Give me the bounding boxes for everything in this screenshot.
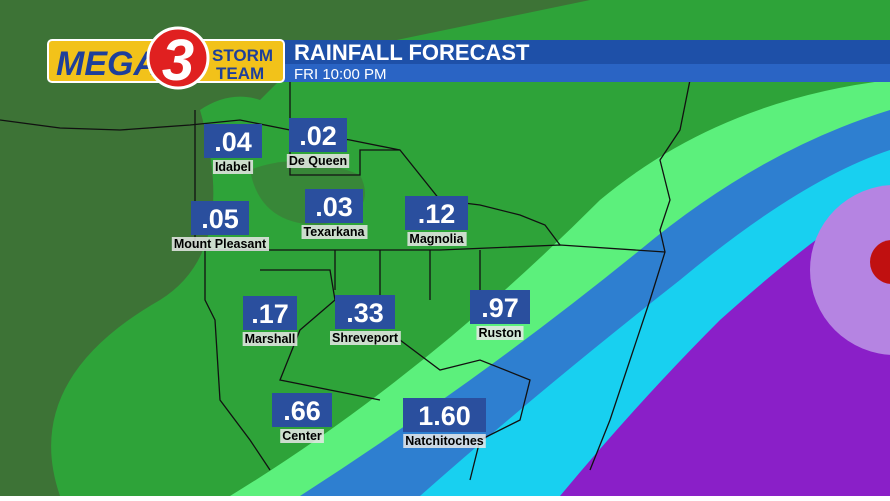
rain-value: 1.60 bbox=[418, 401, 471, 431]
header-title: RAINFALL FORECAST bbox=[294, 40, 530, 65]
border bbox=[205, 244, 666, 253]
city: .66 Center bbox=[272, 393, 332, 443]
rain-value: .12 bbox=[418, 199, 456, 229]
city-name: Texarkana bbox=[304, 225, 366, 239]
city: .17 Marshall bbox=[242, 296, 298, 346]
city-name: Magnolia bbox=[409, 232, 464, 246]
rain-band-5 bbox=[560, 190, 890, 496]
rain-value: .66 bbox=[283, 396, 321, 426]
city-name: Natchitoches bbox=[405, 434, 484, 448]
value-box bbox=[470, 290, 530, 324]
city-name-bg bbox=[171, 237, 270, 251]
city: .33 Shreveport bbox=[330, 295, 401, 345]
city-labels: .04 Idabel .02 De Queen .05 Mount Pleasant .03… bbox=[171, 118, 530, 448]
city: .03 Texarkana bbox=[301, 189, 368, 239]
logo-team: TEAM bbox=[216, 64, 264, 83]
river bbox=[589, 79, 691, 471]
logo-mega: MEGA bbox=[56, 45, 158, 83]
city-name-bg bbox=[476, 326, 524, 340]
city: .12 Magnolia bbox=[405, 196, 468, 246]
city-name: De Queen bbox=[289, 154, 347, 168]
value-box bbox=[305, 189, 363, 223]
subtitle-bar bbox=[280, 64, 890, 82]
city-name: Mount Pleasant bbox=[174, 237, 267, 251]
header-subtitle: FRI 10:00 PM bbox=[294, 66, 387, 83]
city-name-bg bbox=[280, 429, 324, 443]
value-box bbox=[204, 124, 262, 158]
city: .02 De Queen bbox=[286, 118, 350, 168]
city-name: Ruston bbox=[478, 326, 521, 340]
border bbox=[260, 250, 481, 401]
title-bar bbox=[280, 40, 890, 64]
city-name-bg bbox=[212, 160, 254, 174]
city-name-bg bbox=[286, 154, 350, 168]
city-name: Shreveport bbox=[332, 331, 399, 345]
rain-value: .05 bbox=[201, 204, 239, 234]
value-box bbox=[335, 295, 395, 329]
city-name: Center bbox=[282, 429, 322, 443]
rain-band-6 bbox=[810, 185, 890, 355]
rain-band-7 bbox=[870, 240, 890, 284]
city-name: Marshall bbox=[245, 332, 296, 346]
city-name-bg bbox=[242, 332, 298, 346]
city: .97 Ruston bbox=[470, 290, 530, 340]
rain-value: .33 bbox=[346, 298, 384, 328]
city-name-bg bbox=[301, 225, 368, 239]
value-box bbox=[405, 196, 468, 230]
city: .04 Idabel bbox=[204, 124, 262, 174]
city-name: Idabel bbox=[215, 160, 251, 174]
value-box bbox=[289, 118, 347, 152]
rain-value: .17 bbox=[251, 299, 289, 329]
value-box bbox=[403, 398, 486, 432]
rain-value: .03 bbox=[315, 192, 353, 222]
city-name-bg bbox=[407, 232, 467, 246]
city-name-bg bbox=[403, 434, 486, 448]
rain-value: .04 bbox=[214, 127, 252, 157]
value-box bbox=[243, 296, 297, 330]
city: .05 Mount Pleasant bbox=[171, 201, 270, 251]
city-name-bg bbox=[330, 331, 401, 345]
value-box bbox=[272, 393, 332, 427]
rain-value: .97 bbox=[481, 293, 519, 323]
value-box bbox=[191, 201, 249, 235]
rain-value: .02 bbox=[299, 121, 337, 151]
border bbox=[289, 80, 561, 246]
city: 1.60 Natchitoches bbox=[403, 398, 486, 448]
logo-number: 3 bbox=[162, 28, 194, 93]
logo-storm: STORM bbox=[212, 46, 273, 65]
logo-circle bbox=[146, 26, 210, 90]
header: RAINFALL FORECAST FRI 10:00 PM MEGA 3 ST… bbox=[47, 26, 890, 93]
